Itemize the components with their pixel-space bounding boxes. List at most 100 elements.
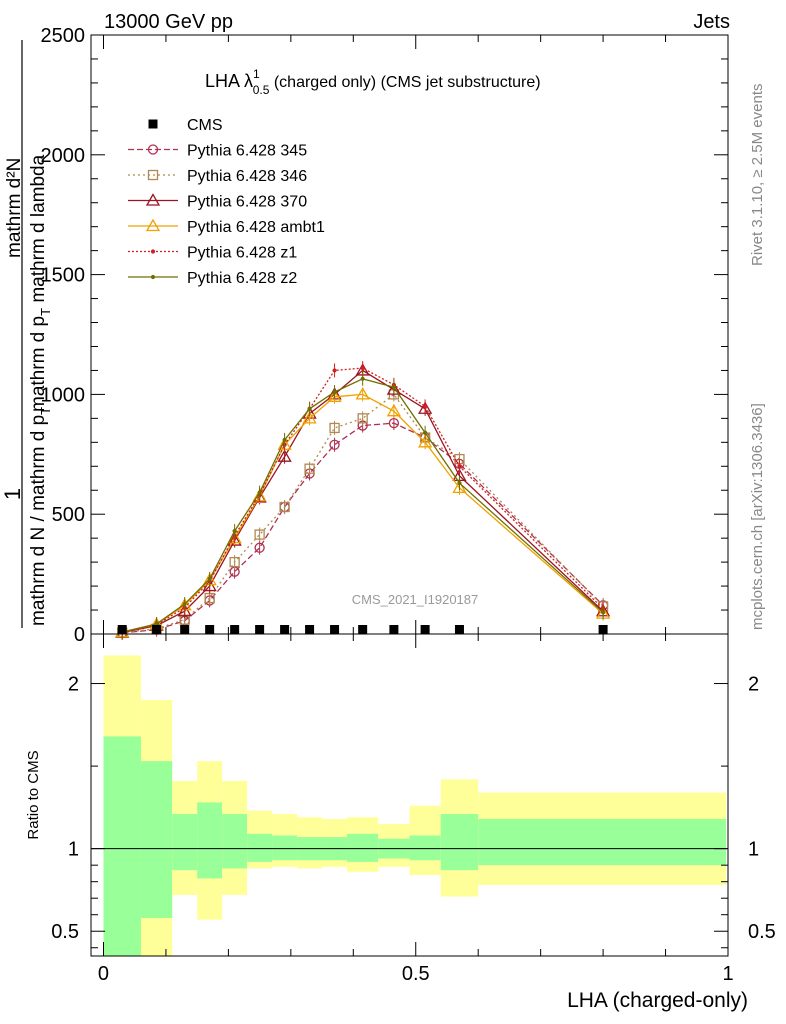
cms-point	[358, 625, 368, 634]
data-point	[329, 422, 340, 434]
cms-point	[389, 625, 399, 634]
cms-point	[230, 625, 240, 634]
series-line	[122, 367, 604, 633]
ylabel-numerator2: mathrm d²N	[4, 158, 25, 258]
legend-entry-3: Pythia 6.428 ambt1	[128, 218, 325, 236]
data-point	[277, 449, 292, 462]
ratio-x-ticks: 0 0.5 1	[98, 634, 734, 985]
legend-entry-1: Pythia 6.428 346	[128, 168, 307, 185]
data-point	[457, 464, 462, 469]
ratio-bands	[103, 655, 727, 956]
data-point	[386, 403, 402, 417]
cms-point	[255, 625, 265, 634]
series-line	[122, 378, 604, 633]
legend-label: Pythia 6.428 345	[187, 143, 307, 160]
data-point	[332, 389, 337, 395]
legend-label: Pythia 6.428 346	[187, 168, 307, 185]
main-ytick-label: 2500	[41, 25, 86, 47]
ratio-ytick-label-right: 1	[748, 839, 759, 861]
data-point	[307, 406, 312, 411]
data-point	[254, 529, 265, 540]
data-point	[229, 556, 240, 568]
mcplots-label: mcplots.cern.ch [arXiv:1306.3436]	[749, 403, 766, 630]
series-line	[122, 393, 604, 633]
data-point	[204, 592, 215, 604]
data-point	[423, 430, 428, 435]
main-data-marks	[115, 361, 611, 640]
band-inner-3	[197, 802, 223, 879]
data-point	[391, 385, 396, 390]
legend-entry-4: Pythia 6.428 z1	[128, 245, 297, 262]
xtick-label: 0.5	[402, 963, 430, 985]
band-inner-1	[140, 761, 173, 919]
legend-entry-cms: CMS	[148, 117, 223, 134]
ratio-y-ticks: 0.5 0.5 1 1 2 2	[51, 674, 776, 949]
ratio-y-label: Ratio to CMS	[25, 750, 42, 839]
data-point	[388, 418, 400, 429]
data-point	[355, 387, 370, 400]
ratio-ytick-label-right: 0.5	[748, 921, 776, 943]
data-point	[304, 463, 315, 474]
band-inner-6	[272, 835, 298, 861]
cms-point	[305, 625, 315, 634]
data-point	[202, 578, 217, 592]
main-y-label: 1 mathrm d N / mathrm d pT mathrm d²N ma…	[0, 40, 53, 628]
ratio-ytick-label-right: 2	[748, 674, 759, 696]
band-inner-5	[247, 833, 273, 862]
data-point	[457, 480, 462, 486]
data-point	[600, 610, 606, 615]
data-point	[357, 413, 368, 424]
legend-marker	[150, 249, 156, 254]
band-inner-13	[478, 818, 727, 866]
legend-label: Pythia 6.428 z1	[187, 245, 297, 262]
data-point	[302, 411, 317, 424]
watermark: CMS_2021_I1920187	[352, 592, 479, 607]
title-rest: (charged only) (CMS jet substructure)	[269, 74, 540, 91]
data-point	[327, 389, 342, 402]
cms-point	[205, 625, 215, 634]
main-ytick-label: 2000	[41, 145, 86, 167]
ratio-panel: 0.5 0.51 12 2 0 0.5 1 Ratio to CMS LHA (charg…	[25, 633, 776, 1012]
legend-label: Pythia 6.428 370	[187, 194, 307, 211]
title-sub: 0.5	[253, 83, 270, 97]
cms-point	[454, 625, 464, 634]
legend-label: Pythia 6.428 z2	[187, 270, 297, 287]
header-right: Jets	[693, 11, 730, 33]
band-inner-12	[440, 813, 479, 871]
x-axis-label: LHA (charged-only)	[567, 989, 748, 1012]
ratio-ytick-label: 0.5	[51, 921, 79, 943]
cms-point	[330, 625, 340, 634]
rivet-label: Rivet 3.1.10, ≥ 2.5M events	[749, 84, 766, 267]
main-x-ticks	[102, 35, 729, 634]
xtick-label: 0	[98, 963, 109, 985]
header-left: 13000 GeV pp	[104, 11, 233, 33]
band-inner-9	[347, 833, 379, 862]
cms-point	[117, 625, 127, 634]
band-inner-4	[222, 813, 248, 869]
legend-entry-2: Pythia 6.428 370	[128, 193, 307, 211]
legend-marker	[147, 144, 159, 155]
data-point	[329, 439, 340, 450]
main-ytick-label: 1000	[41, 384, 86, 406]
legend-label: CMS	[187, 117, 223, 134]
band-inner-11	[409, 835, 441, 861]
data-point	[254, 542, 265, 553]
data-point	[207, 576, 212, 581]
data-point	[232, 528, 237, 534]
ylabel-denominator: mathrm d N / mathrm d pT	[28, 407, 53, 626]
ratio-ytick-label: 1	[68, 839, 79, 861]
legend-marker	[148, 119, 158, 129]
legend-entry-0: Pythia 6.428 345	[128, 143, 307, 160]
main-ytick-label: 0	[74, 624, 85, 646]
cms-point	[152, 625, 162, 634]
data-point	[360, 365, 365, 371]
main-y-ticks: 0 500 1000 1500 2000 2500	[41, 25, 728, 646]
data-point	[282, 437, 287, 443]
data-point	[332, 368, 337, 373]
chart-title: LHA λ1 0.5 (charged only) (CMS jet substr…	[205, 67, 541, 97]
series-line	[122, 422, 604, 634]
legend-marker	[145, 218, 161, 232]
data-point	[279, 501, 290, 513]
